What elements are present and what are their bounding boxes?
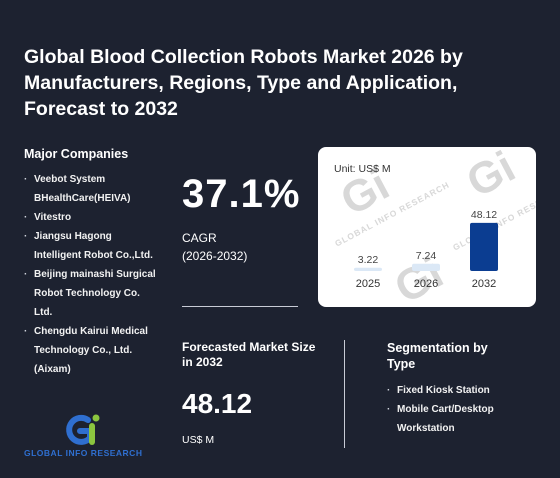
segmentation-list: Fixed Kiosk Station Mobile Cart/Desktop …	[387, 381, 517, 438]
company-item: BHealthCare(HEIVA)	[34, 193, 131, 204]
section-divider	[182, 306, 298, 307]
section-divider-vertical	[344, 340, 345, 448]
cagr-label: CAGR	[182, 231, 217, 245]
forecast-label: Forecasted Market Size in 2032	[182, 340, 316, 369]
bar-value-label: 7.24	[416, 250, 437, 262]
cagr-period: (2026-2032)	[182, 249, 248, 263]
x-tick-label: 2026	[414, 278, 438, 290]
cagr-value: 37.1%	[182, 172, 301, 216]
company-item: Chengdu Kairui Medical Technology Co., L…	[24, 322, 159, 379]
company-list: Veebot System BHealthCare(HEIVA) Vitestr…	[24, 170, 159, 379]
logo-text: GLOBAL INFO RESEARCH	[24, 448, 143, 458]
logo-icon	[66, 414, 100, 445]
forecast-value: 48.12	[182, 388, 253, 419]
bar-2026	[412, 263, 440, 271]
report-title: Global Blood Collection Robots Market 20…	[24, 46, 463, 120]
company-item: Veebot System	[24, 170, 159, 189]
company-item: Jiangsu Hagong Intelligent Robot Co.,Ltd…	[24, 227, 159, 265]
x-tick-label: 2025	[356, 278, 380, 290]
market-size-chart: Gi GLOBAL INFO RESEARCH Gi GLOBAL INFO R…	[318, 147, 536, 307]
segment-item: Mobile Cart/Desktop Workstation	[387, 400, 517, 438]
company-logo: GLOBAL INFO RESEARCH	[24, 412, 164, 460]
bar-chart-svg: 3.22 2025 7.24 2026 48.12 2032	[354, 209, 498, 290]
bar-2025	[354, 267, 382, 271]
forecast-unit: US$ M	[182, 434, 215, 446]
bar-2032	[470, 222, 498, 271]
segment-item: Fixed Kiosk Station	[387, 381, 517, 400]
chart-unit-label: Unit: US$ M	[334, 163, 391, 175]
major-companies-heading: Major Companies	[24, 147, 129, 161]
company-item: Vitestro	[24, 208, 159, 227]
segmentation-heading: Segmentation by Type	[387, 341, 488, 371]
x-tick-label: 2032	[472, 278, 496, 290]
bar-value-label: 3.22	[358, 254, 379, 266]
company-item: Beijing mainashi Surgical Robot Technolo…	[24, 265, 159, 322]
bar-value-label: 48.12	[471, 209, 497, 221]
